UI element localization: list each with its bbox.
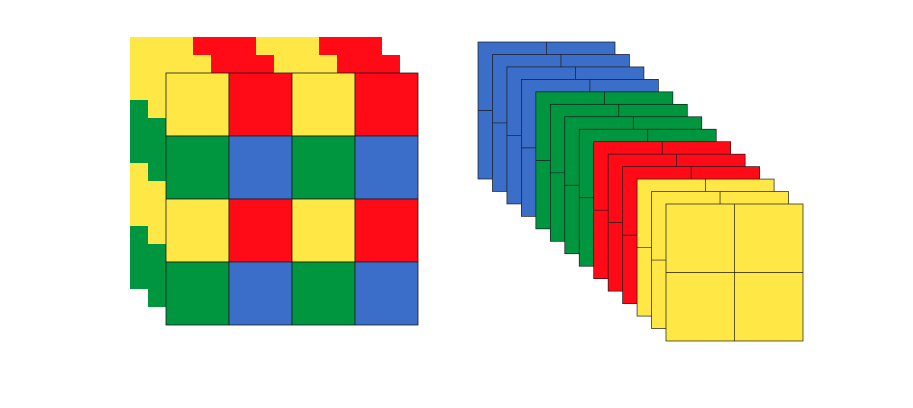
mixed-color-layer-stack [130, 37, 419, 326]
checker-cell-red [228, 72, 293, 137]
checker-cell-yellow [165, 198, 230, 263]
checker-cell-blue [228, 135, 293, 200]
checker-cell-yellow [165, 72, 230, 137]
checker-cell-green [165, 135, 230, 200]
checker-cell-green [291, 261, 356, 326]
checker-cell-blue [228, 261, 293, 326]
checker-cell-yellow [291, 72, 356, 137]
checker-cell-red [228, 198, 293, 263]
sorted-color-layer-stack [477, 41, 804, 342]
checker-cell-red [354, 72, 419, 137]
checker-cell-green [291, 135, 356, 200]
checker-cell-blue [354, 135, 419, 200]
mixed-layer-3 [165, 72, 419, 326]
checker-cell-green [165, 261, 230, 326]
sorted-layer-yellow [665, 203, 804, 342]
checker-cell-yellow [291, 198, 356, 263]
checker-cell-red [354, 198, 419, 263]
checker-cell-blue [354, 261, 419, 326]
